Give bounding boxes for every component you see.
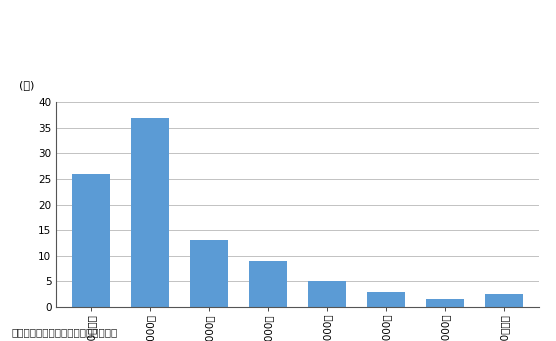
Bar bbox=[485, 294, 523, 307]
Text: (％): (％) bbox=[19, 80, 34, 90]
Bar bbox=[249, 261, 287, 307]
Bar bbox=[190, 240, 228, 307]
Bar bbox=[367, 292, 405, 307]
Bar bbox=[426, 299, 464, 307]
Text: Go To トラベルキャンペーンによる一人泊あたりの宿泊代金の利用価格帯分布（7,8月）: Go To トラベルキャンペーンによる一人泊あたりの宿泊代金の利用価格帯分布（7… bbox=[103, 9, 453, 22]
Bar bbox=[308, 281, 346, 307]
Bar bbox=[72, 174, 110, 307]
Text: （出所）観光庁資料より大和総研作成: （出所）観光庁資料より大和総研作成 bbox=[11, 328, 117, 338]
Bar bbox=[131, 118, 169, 307]
